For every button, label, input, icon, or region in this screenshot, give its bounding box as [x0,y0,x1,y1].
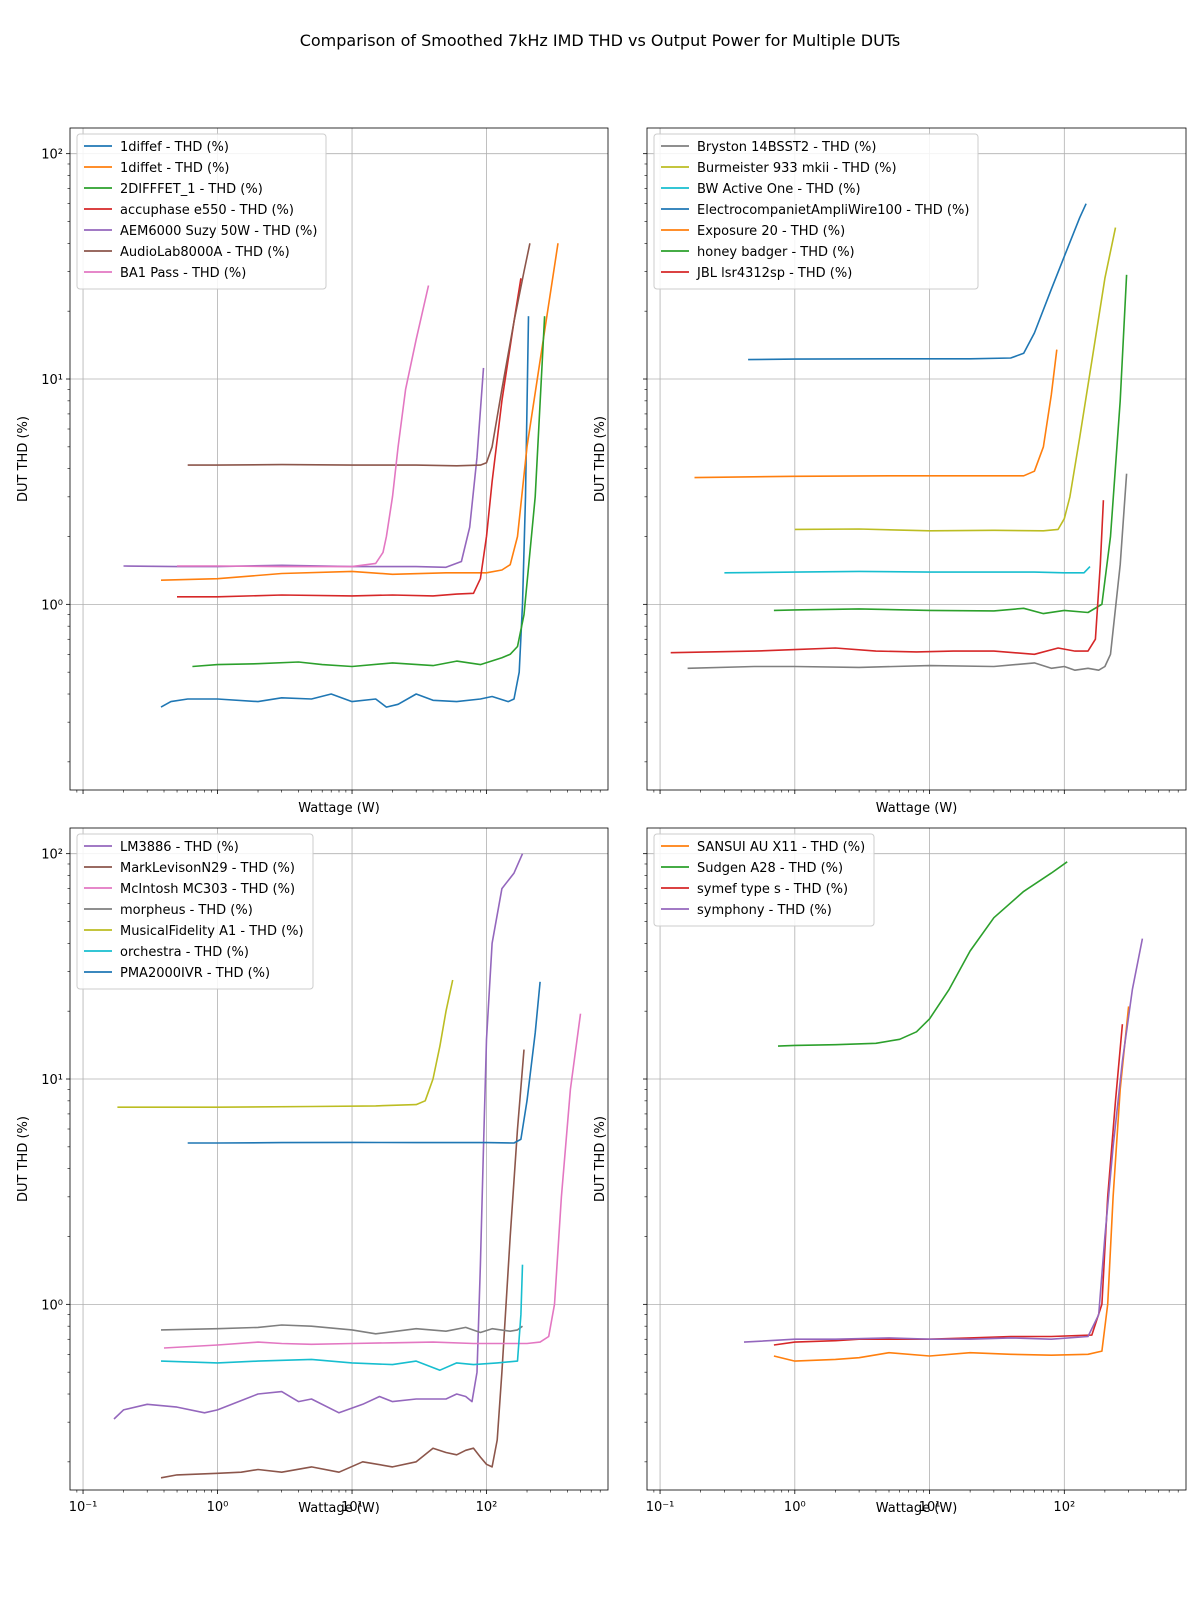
legend-entry: PMA2000IVR - THD (%) [120,966,270,981]
x-tick-label: 10² [476,1500,498,1515]
legend-entry: BA1 Pass - THD (%) [120,266,246,281]
series-line [773,274,1128,615]
legend-entry: morpheus - THD (%) [120,903,253,918]
legend-entry: AudioLab8000A - THD (%) [120,245,290,260]
chart-panel-1: 10⁰ 10¹ 10² Wattage (W) DUT THD (%) 1diffef -… [16,127,609,816]
series-line [187,243,531,467]
legend-frame [653,133,979,290]
legend-entry: BW Active One - THD (%) [697,182,861,197]
series-line [123,367,485,569]
legend-frame [76,133,327,290]
legend-entry: 2DIFFFET_1 - THD (%) [120,182,263,197]
legend-entry: symphony - THD (%) [697,903,832,918]
legend-entry: MarkLevisonN29 - THD (%) [120,861,295,876]
series-group [123,243,559,708]
x-tick-label: 10⁻¹ [69,1500,98,1515]
axes-frame [646,127,1187,791]
figure-title: Comparison of Smoothed 7kHz IMD THD vs O… [300,31,901,50]
y-tick-label: 10¹ [41,373,63,388]
legend-frame [653,833,875,927]
x-tick-label: 10¹ [919,1500,941,1515]
series-line [670,500,1105,656]
series-line [117,979,454,1108]
series-line [694,349,1058,479]
x-tick-label: 10⁻¹ [646,1500,675,1515]
series-line [724,566,1091,574]
legend-entry: AEM6000 Suzy 50W - THD (%) [120,224,317,239]
series-line [748,203,1087,361]
series-line [794,227,1117,532]
series-line [163,1013,582,1349]
legend-entry: McIntosh MC303 - THD (%) [120,882,295,897]
y-tick-label: 10⁰ [41,598,63,613]
chart-panel-3: 10⁻¹ 10⁰ 10¹ 10² 10⁰ 10¹ 10² Wattage (W) DUT THD… [16,827,609,1516]
x-axis-label: Wattage (W) [298,1501,380,1516]
legend: SANSUI AU X11 - THD (%) Sudgen A28 - THD … [653,833,875,927]
legend: Bryston 14BSST2 - THD (%) Burmeister 933 … [653,133,979,290]
legend-entry: accuphase e550 - THD (%) [120,203,294,218]
series-group [670,203,1128,671]
legend-entry: LM3886 - THD (%) [120,840,239,855]
y-tick-label: 10² [41,148,63,163]
legend-entry: 1diffet - THD (%) [120,161,230,176]
series-line [160,1049,525,1479]
legend-entry: ElectrocompanietAmpliWire100 - THD (%) [697,203,969,218]
legend-entry: JBL lsr4312sp - THD (%) [696,266,852,281]
series-line [160,243,559,581]
legend-entry: Sudgen A28 - THD (%) [697,861,843,876]
x-axis-label: Wattage (W) [876,801,958,816]
legend-entry: orchestra - THD (%) [120,945,249,960]
y-axis-label: DUT THD (%) [593,416,608,502]
series-line [113,853,524,1420]
axes-frame [646,827,1187,1491]
series-line [773,1024,1124,1346]
y-tick-label: 10¹ [41,1073,63,1088]
axes-frame [69,127,609,791]
legend-entry: Burmeister 933 mkii - THD (%) [697,161,897,176]
legend-entry: MusicalFidelity A1 - THD (%) [120,924,304,939]
chart-panel-4: 10⁻¹ 10⁰ 10¹ 10² Wattage (W) DUT THD (%) SANSU… [593,827,1187,1516]
legend-entry: Exposure 20 - THD (%) [697,224,845,239]
legend-entry: honey badger - THD (%) [697,245,855,260]
series-line [687,473,1128,671]
series-line [177,285,430,568]
series-line [192,316,546,668]
series-group [743,861,1144,1362]
legend-entry: SANSUI AU X11 - THD (%) [697,840,865,855]
series-line [177,278,522,598]
series-line [743,938,1144,1343]
legend-frame [76,833,314,990]
legend: 1diffef - THD (%) 1diffet - THD (%) 2DIFFF… [76,133,327,290]
x-axis-label: Wattage (W) [876,1501,958,1516]
legend-entry: Bryston 14BSST2 - THD (%) [697,140,876,155]
series-line [187,981,541,1144]
x-tick-label: 10² [1053,1500,1075,1515]
y-axis-label: DUT THD (%) [16,416,31,502]
series-line [160,1264,524,1371]
x-tick-label: 10⁰ [207,1500,229,1515]
series-line [777,861,1068,1047]
y-tick-label: 10² [41,848,63,863]
y-axis-label: DUT THD (%) [16,1116,31,1202]
legend-entry: symef type s - THD (%) [697,882,848,897]
series-line [773,1006,1130,1362]
chart-panel-2: Wattage (W) DUT THD (%) Bryston 14BSST2 - … [593,127,1187,816]
y-axis-label: DUT THD (%) [593,1116,608,1202]
series-line [160,316,530,708]
legend: LM3886 - THD (%) MarkLevisonN29 - THD (%)… [76,833,314,990]
series-group [113,853,582,1479]
legend-entry: 1diffef - THD (%) [120,140,229,155]
x-tick-label: 10⁰ [784,1500,806,1515]
x-tick-label: 10¹ [341,1500,363,1515]
y-tick-label: 10⁰ [41,1298,63,1313]
x-axis-label: Wattage (W) [298,801,380,816]
chart-panels: 10⁰ 10¹ 10² Wattage (W) DUT THD (%) 1diffef -… [16,127,1187,1516]
axes-frame [69,827,609,1491]
series-line [160,1324,523,1335]
